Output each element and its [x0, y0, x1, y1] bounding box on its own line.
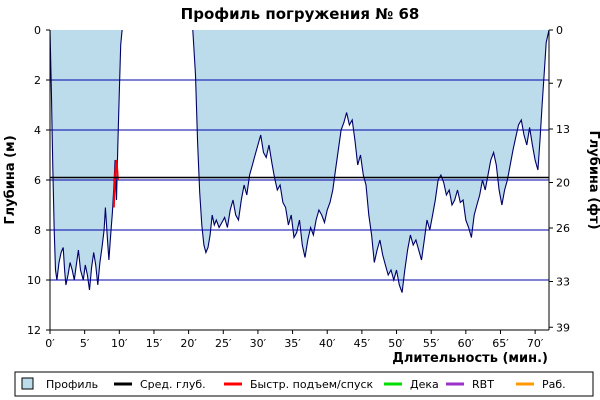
legend-label-5: Раб.: [542, 378, 566, 391]
grid-lines: [50, 79, 549, 281]
x-tick-label: 70′: [527, 337, 544, 350]
y-tick-left-label: 12: [27, 324, 41, 337]
y-tick-right-label: 20: [556, 177, 570, 190]
x-tick-label: 50′: [388, 337, 405, 350]
fast-ascent-lines: [112, 159, 119, 208]
x-tick-label: 30′: [250, 337, 267, 350]
y-axis-left-ticks: 0 2 4 6 8 10 12: [27, 24, 50, 337]
y-tick-right-label: 0: [556, 24, 563, 37]
profile-line-0: [49, 29, 123, 291]
chart-title: Профиль погружения № 68: [181, 5, 420, 23]
x-tick-label: 65′: [492, 337, 509, 350]
x-tick-label: 25′: [215, 337, 232, 350]
y-tick-right-label: 33: [556, 276, 570, 289]
legend-frame: [14, 371, 594, 397]
profile-fill-1: [192, 30, 549, 293]
y-axis-right-ticks: 0 7 13 20 26 33 39: [549, 24, 570, 334]
x-tick-label: 20′: [180, 337, 197, 350]
profile-area: [49, 29, 550, 293]
profile-line-1: [192, 29, 550, 293]
legend-label-3: Дека: [410, 378, 439, 391]
x-axis-label: Длительность (мин.): [392, 351, 548, 366]
y-axis-left-label: Глубина (м): [3, 135, 18, 224]
legend-swatch-profile: [21, 377, 34, 390]
y-tick-left-label: 10: [27, 274, 41, 287]
x-tick-label: 45′: [354, 337, 371, 350]
y-tick-left-label: 2: [34, 74, 41, 87]
legend: Профиль Сред. глуб. Быстр. подъем/спуск Дек…: [14, 371, 594, 397]
x-tick-label: 5′: [80, 337, 90, 350]
fast-ascent-segment-0: [112, 159, 119, 208]
legend-label-2: Быстр. подъем/спуск: [250, 378, 374, 391]
y-tick-left-label: 6: [34, 174, 41, 187]
y-tick-right-label: 7: [556, 77, 563, 90]
x-tick-label: 0′: [45, 337, 55, 350]
x-tick-label: 60′: [458, 337, 475, 350]
y-tick-left-label: 4: [34, 124, 41, 137]
y-tick-left-label: 0: [34, 24, 41, 37]
y-tick-right-label: 26: [556, 222, 570, 235]
legend-label-4: RBT: [472, 378, 494, 391]
x-tick-label: 40′: [319, 337, 336, 350]
y-axis-right-label: Глубина (фт): [586, 130, 600, 229]
y-tick-right-label: 39: [556, 321, 570, 334]
x-tick-label: 35′: [284, 337, 301, 350]
x-tick-label: 55′: [423, 337, 440, 350]
x-axis-ticks: 0′ 5′ 10′ 15′ 20′ 25′ 30′ 35′ 40′ 45′ 50′ 55′ 60′ 65′…: [45, 330, 544, 350]
x-tick-label: 10′: [111, 337, 128, 350]
y-tick-right-label: 13: [556, 123, 570, 136]
y-tick-left-label: 8: [34, 224, 41, 237]
legend-label-1: Сред. глуб.: [140, 378, 206, 391]
legend-label-0: Профиль: [46, 378, 98, 391]
x-tick-label: 15′: [146, 337, 163, 350]
